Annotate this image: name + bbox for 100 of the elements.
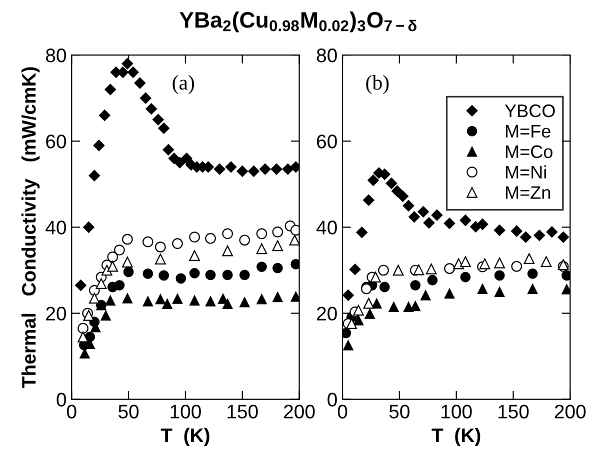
point xyxy=(282,163,294,175)
point xyxy=(122,256,133,268)
point xyxy=(239,270,250,280)
point xyxy=(362,194,374,206)
point xyxy=(558,231,570,243)
point xyxy=(431,209,443,221)
y-tick-label: 60 xyxy=(46,134,66,148)
point xyxy=(205,296,216,306)
point xyxy=(272,240,284,252)
point xyxy=(342,289,354,301)
point xyxy=(82,221,94,233)
point xyxy=(426,264,437,274)
point xyxy=(534,230,546,242)
point xyxy=(272,226,284,238)
point xyxy=(122,292,133,304)
point xyxy=(391,185,403,197)
point xyxy=(444,288,455,299)
point xyxy=(248,166,260,178)
point xyxy=(123,266,134,278)
point xyxy=(83,310,94,321)
legend-label: M=Ni xyxy=(506,165,546,178)
point xyxy=(460,272,471,282)
point xyxy=(140,92,152,104)
x-tick-label: 0 xyxy=(66,404,76,418)
point xyxy=(494,224,506,236)
point xyxy=(272,262,283,274)
x-axis-title: T (K) xyxy=(160,428,210,446)
y-tick-label: 40 xyxy=(316,220,337,234)
point xyxy=(142,296,154,306)
point xyxy=(176,273,186,284)
point xyxy=(172,238,183,249)
point xyxy=(98,110,110,122)
point xyxy=(154,242,166,252)
point xyxy=(134,77,146,89)
point xyxy=(524,253,535,264)
point xyxy=(122,58,134,70)
point xyxy=(353,304,364,316)
point xyxy=(527,268,538,279)
point xyxy=(158,122,170,134)
point xyxy=(214,163,226,175)
point xyxy=(388,302,399,312)
point xyxy=(222,245,233,256)
point xyxy=(205,232,216,244)
point xyxy=(444,218,456,230)
point xyxy=(371,298,382,309)
point xyxy=(239,296,250,308)
point xyxy=(408,211,420,223)
y-tick-label: 80 xyxy=(46,48,66,62)
point xyxy=(342,340,354,350)
point xyxy=(386,178,398,190)
point xyxy=(527,284,538,294)
point xyxy=(162,298,172,310)
point xyxy=(189,250,200,262)
point xyxy=(367,174,379,186)
point xyxy=(114,244,125,256)
point xyxy=(413,264,424,276)
point xyxy=(225,161,237,173)
point xyxy=(460,256,471,268)
x-tick-label: 200 xyxy=(554,404,586,418)
legend-label: YBCO xyxy=(504,104,555,118)
point xyxy=(444,263,455,274)
point xyxy=(392,264,404,276)
point xyxy=(494,286,505,297)
point xyxy=(423,217,435,229)
x-axis-title: T (K) xyxy=(432,428,480,446)
point xyxy=(364,308,376,319)
point xyxy=(127,66,139,78)
point xyxy=(378,264,389,276)
annotation: (a) xyxy=(172,75,194,94)
y-tick-label: 40 xyxy=(46,220,66,234)
point xyxy=(104,84,116,96)
y-tick-label: 0 xyxy=(328,392,337,407)
point xyxy=(158,270,170,281)
x-tick-label: 100 xyxy=(442,404,472,418)
point xyxy=(510,225,522,237)
point xyxy=(349,264,361,276)
point xyxy=(189,268,200,278)
point xyxy=(180,152,192,164)
point xyxy=(479,258,490,270)
y-axis-title: Thermal Conductivity (mW/cmK) xyxy=(21,67,40,388)
point xyxy=(189,232,200,243)
x-tick-label: 100 xyxy=(170,404,201,418)
point xyxy=(174,156,186,168)
point xyxy=(154,254,166,264)
y-tick-label: 20 xyxy=(46,306,66,321)
point xyxy=(370,272,381,283)
point xyxy=(460,214,472,226)
y-tick-label: 80 xyxy=(316,48,337,62)
legend-label: M=Zn xyxy=(506,186,550,199)
point xyxy=(494,258,505,268)
x-tick-label: 150 xyxy=(228,404,258,418)
point xyxy=(205,270,216,280)
point xyxy=(88,170,100,182)
point xyxy=(162,144,174,156)
point xyxy=(122,234,133,245)
x-tick-label: 0 xyxy=(338,404,348,418)
y-tick-label: 20 xyxy=(317,306,337,321)
point xyxy=(189,295,200,306)
point xyxy=(93,140,105,152)
point xyxy=(100,310,111,321)
